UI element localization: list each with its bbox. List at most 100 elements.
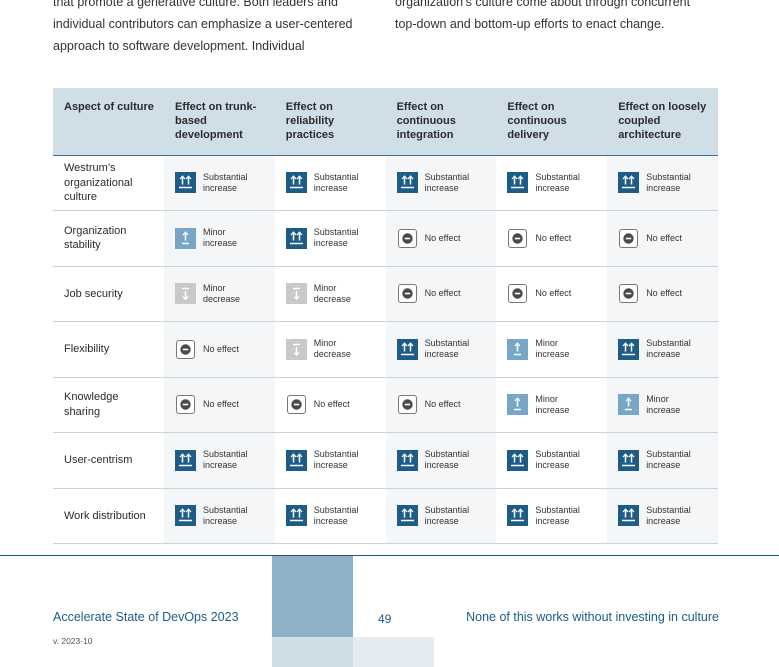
effect-label-line: decrease	[313, 349, 351, 360]
effect-label-line: increase	[646, 460, 681, 471]
double-up-arrow-icon	[507, 449, 529, 471]
effect-label: Substantial increase	[203, 449, 248, 471]
double-up-arrow-icon	[618, 338, 640, 360]
effect-cell: Minor increase	[496, 321, 608, 378]
effect-label: Substantial increase	[314, 172, 359, 194]
effect-label-line: No effect	[203, 399, 239, 410]
column-header-continuous-delivery: Effect on continuous delivery	[496, 88, 608, 156]
effect-label: No effect	[425, 233, 461, 244]
effect-label-line: decrease	[313, 293, 351, 304]
column-header-trunk-based-development: Effect on trunk-based development	[164, 88, 275, 156]
down-arrow-icon	[175, 283, 196, 305]
effect-label-line: No effect	[535, 232, 572, 243]
up-arrow-icon	[507, 394, 529, 416]
effect-indicator: No effect	[618, 228, 710, 248]
effect-label-line: No effect	[313, 399, 350, 410]
effect-label-line: Minor	[203, 227, 226, 238]
effect-label: Substantial increase	[535, 172, 580, 194]
effect-cell: Substantial increase	[496, 155, 608, 211]
effect-label-line: increase	[646, 182, 681, 193]
effect-indicator: Substantial increase	[618, 172, 710, 194]
effect-cell: No effect	[164, 321, 275, 378]
effect-label: Substantial increase	[646, 338, 691, 360]
aspect-cell: Westrum’s organizational culture	[53, 155, 164, 211]
effect-label-line: increase	[535, 349, 570, 360]
effect-indicator: No effect	[175, 339, 267, 359]
decorative-block	[272, 556, 353, 637]
effect-label-line: increase	[424, 460, 459, 471]
effect-indicator: No effect	[618, 284, 710, 304]
effect-label-line: No effect	[424, 288, 461, 299]
effect-label-line: Substantial	[535, 504, 580, 515]
effect-indicator: Substantial increase	[175, 449, 267, 471]
page-number: 49	[378, 612, 392, 626]
effect-label-line: Minor	[535, 338, 558, 349]
effect-label: Substantial increase	[535, 449, 580, 471]
intro-line: approach to software development. Indivi…	[53, 39, 305, 53]
effect-label-line: Minor	[646, 393, 669, 404]
aspect-cell: Flexibility	[53, 321, 164, 378]
decorative-block	[353, 637, 434, 667]
intro-line: top-down and bottom-up efforts to enact …	[395, 17, 665, 31]
effect-label-line: Substantial	[313, 449, 359, 460]
intro-line: organization’s culture come about throug…	[395, 0, 691, 9]
up-arrow-icon	[618, 394, 640, 416]
intro-text-left: that promote a generative culture. Both …	[53, 0, 353, 57]
minus-icon	[508, 284, 528, 304]
double-up-arrow-icon	[618, 172, 640, 194]
effect-cell: Minor increase	[496, 377, 608, 433]
effect-cell: Substantial increase	[274, 210, 386, 267]
effect-indicator: Minor decrease	[285, 283, 378, 305]
effect-indicator: No effect	[286, 395, 378, 415]
effect-label-line: Substantial	[535, 171, 580, 182]
effect-indicator: Minor increase	[175, 227, 267, 249]
effect-label-line: Substantial	[424, 338, 470, 349]
effect-indicator: Substantial increase	[396, 449, 489, 471]
column-header-reliability-practices: Effect on reliability practices	[274, 88, 386, 156]
effect-label: Minor increase	[646, 394, 680, 416]
effect-cell: Substantial increase	[607, 488, 718, 544]
effect-indicator: Substantial increase	[507, 505, 599, 527]
column-header-loosely-coupled-architecture: Effect on loosely coupled architecture	[607, 88, 718, 156]
decorative-block	[272, 637, 353, 667]
effect-cell: Substantial increase	[607, 321, 718, 378]
effect-cell: Substantial increase	[385, 488, 497, 544]
effect-label: No effect	[535, 233, 571, 244]
effect-label-line: increase	[424, 349, 459, 360]
effect-indicator: Substantial increase	[285, 505, 378, 527]
table-row: Work distribution Substantial increase Subs…	[53, 488, 718, 544]
effect-label-line: No effect	[646, 288, 683, 299]
effect-label-line: increase	[203, 182, 238, 193]
effect-indicator: Substantial increase	[396, 338, 489, 360]
effect-indicator: No effect	[507, 228, 599, 248]
minus-icon	[176, 395, 195, 415]
effect-indicator: Minor increase	[618, 394, 710, 416]
effect-label-line: Substantial	[646, 171, 691, 182]
effect-label-line: No effect	[646, 232, 683, 243]
double-up-arrow-icon	[507, 172, 529, 194]
effect-label-line: increase	[535, 460, 570, 471]
effect-label: No effect	[203, 344, 239, 355]
effect-label: Substantial increase	[646, 449, 691, 471]
effect-indicator: Substantial increase	[396, 504, 489, 527]
effect-label-line: increase	[535, 182, 570, 193]
effect-indicator: Substantial increase	[285, 227, 378, 249]
table-row: User-centrism Substantial increase Substant…	[53, 432, 718, 489]
double-up-arrow-icon	[618, 449, 640, 471]
aspect-cell: User-centrism	[53, 432, 164, 489]
effect-label-line: Substantial	[424, 504, 470, 515]
effect-cell: No effect	[496, 266, 608, 322]
effect-label: Substantial increase	[425, 338, 470, 360]
effect-cell: Substantial increase	[496, 488, 608, 544]
effect-indicator: Substantial increase	[285, 449, 378, 471]
minus-icon	[619, 228, 639, 248]
effect-indicator: No effect	[397, 228, 489, 248]
double-up-arrow-icon	[175, 172, 196, 194]
effect-indicator: Substantial increase	[507, 172, 599, 194]
double-up-arrow-icon	[285, 227, 307, 249]
effect-label: No effect	[425, 399, 461, 410]
effect-label-line: Substantial	[646, 449, 691, 460]
column-header-aspect: Aspect of culture	[53, 88, 164, 156]
effect-cell: Substantial increase	[385, 432, 497, 489]
effect-cell: Substantial increase	[274, 488, 386, 544]
